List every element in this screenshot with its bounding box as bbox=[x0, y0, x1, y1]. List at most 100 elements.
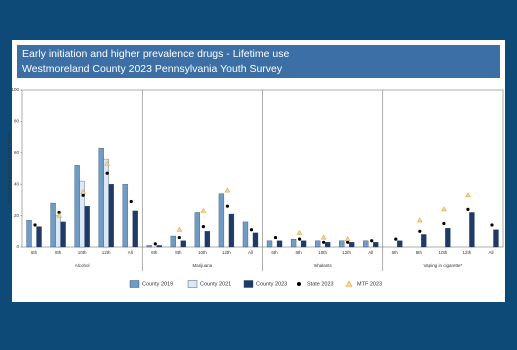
legend-swatch bbox=[243, 280, 254, 288]
bar bbox=[373, 242, 379, 248]
x-tick-label: All bbox=[368, 250, 373, 255]
group-label: Marijuana bbox=[192, 263, 212, 268]
bar bbox=[300, 240, 307, 248]
x-tick-label: 8th bbox=[416, 250, 423, 255]
panel bbox=[12, 40, 505, 302]
x-tick-label: 12th bbox=[222, 250, 231, 255]
x-tick-label: 8th bbox=[55, 250, 62, 255]
x-tick-label: All bbox=[248, 250, 253, 255]
state-dot bbox=[81, 193, 85, 197]
mtf-triangle bbox=[465, 192, 471, 198]
bar bbox=[204, 231, 211, 248]
bar bbox=[469, 212, 475, 248]
state-dot bbox=[225, 204, 230, 208]
legend-label: County 2023 bbox=[256, 281, 287, 287]
state-dot bbox=[105, 171, 109, 175]
bar bbox=[132, 210, 138, 248]
x-tick-label: 8th bbox=[175, 250, 182, 255]
state-dot bbox=[129, 199, 133, 204]
legend-swatch bbox=[297, 282, 301, 286]
mtf-triangle bbox=[224, 187, 231, 193]
bar bbox=[324, 242, 331, 248]
group-label: Vaping in cigarette* bbox=[424, 263, 463, 268]
legend-swatch bbox=[345, 280, 353, 287]
mtf-triangle bbox=[80, 189, 86, 194]
state-dot bbox=[249, 228, 254, 232]
bar bbox=[170, 235, 176, 248]
legend-label: County 2021 bbox=[200, 281, 231, 287]
bar bbox=[228, 213, 235, 248]
legend-label: MTF 2023 bbox=[357, 281, 382, 287]
bar bbox=[421, 234, 427, 248]
bar bbox=[36, 226, 42, 248]
bar bbox=[314, 240, 321, 248]
state-dot bbox=[153, 242, 157, 246]
bar bbox=[252, 232, 259, 248]
state-dot bbox=[177, 235, 181, 240]
y-tick-label: 60 bbox=[14, 150, 20, 155]
bar bbox=[349, 242, 355, 248]
bar bbox=[50, 202, 56, 248]
bar bbox=[218, 193, 225, 248]
bar bbox=[156, 245, 162, 248]
group-label: Inhalants bbox=[313, 263, 332, 268]
x-tick-label: 10th bbox=[198, 250, 207, 255]
bar bbox=[290, 238, 297, 248]
mtf-triangle bbox=[56, 212, 62, 218]
x-tick-label: 10th bbox=[78, 250, 87, 255]
mtf-triangle bbox=[200, 207, 207, 213]
state-dot bbox=[442, 221, 446, 226]
bar bbox=[493, 229, 499, 248]
bar bbox=[397, 240, 403, 248]
mtf-triangle bbox=[104, 160, 110, 166]
state-dot bbox=[394, 237, 398, 241]
y-axis-label: Percentage indicating use in their lifet… bbox=[6, 131, 11, 205]
bar bbox=[242, 221, 249, 248]
state-dot bbox=[33, 223, 37, 227]
y-tick-label: 40 bbox=[14, 181, 20, 186]
bar bbox=[122, 184, 128, 248]
legend-swatch bbox=[129, 280, 140, 288]
mtf-triangle bbox=[344, 236, 351, 242]
state-dot bbox=[370, 239, 374, 243]
bar bbox=[60, 221, 66, 248]
bar bbox=[55, 215, 61, 248]
bar bbox=[98, 147, 104, 248]
bar bbox=[194, 212, 201, 248]
state-dot bbox=[273, 235, 278, 240]
chart-subtitle: Westmoreland County 2023 Pennsylvania Yo… bbox=[22, 63, 283, 75]
x-tick-label: All bbox=[488, 250, 493, 255]
bar bbox=[74, 165, 80, 248]
state-dot bbox=[466, 207, 470, 211]
x-tick-label: All bbox=[128, 250, 133, 255]
x-tick-label: 12th bbox=[102, 250, 111, 255]
chart-title: Early initiation and higher prevalence d… bbox=[22, 48, 289, 60]
mtf-triangle bbox=[296, 229, 303, 235]
x-tick-label: 10th bbox=[318, 250, 327, 255]
title-bar bbox=[17, 45, 500, 78]
x-tick-label: 6th bbox=[392, 250, 399, 255]
x-tick-label: 10th bbox=[438, 250, 447, 255]
bar bbox=[180, 240, 186, 248]
x-tick-label: 6th bbox=[31, 250, 38, 255]
state-dot bbox=[322, 240, 326, 244]
y-tick-label: 80 bbox=[14, 119, 20, 124]
bar bbox=[339, 240, 345, 248]
state-dot bbox=[346, 240, 350, 244]
mtf-triangle bbox=[441, 206, 447, 212]
bar bbox=[276, 240, 283, 248]
x-tick-label: 8th bbox=[295, 250, 302, 255]
bar bbox=[266, 240, 273, 248]
y-tick-label: 20 bbox=[14, 213, 20, 218]
x-tick-label: 12th bbox=[342, 250, 351, 255]
x-tick-label: 12th bbox=[463, 250, 472, 255]
y-tick-label: 100 bbox=[11, 87, 19, 92]
bar bbox=[363, 240, 369, 248]
bar bbox=[84, 206, 90, 248]
state-dot bbox=[57, 210, 61, 215]
legend-label: State 2023 bbox=[307, 281, 334, 287]
bar bbox=[26, 220, 32, 248]
mtf-triangle bbox=[417, 217, 423, 223]
